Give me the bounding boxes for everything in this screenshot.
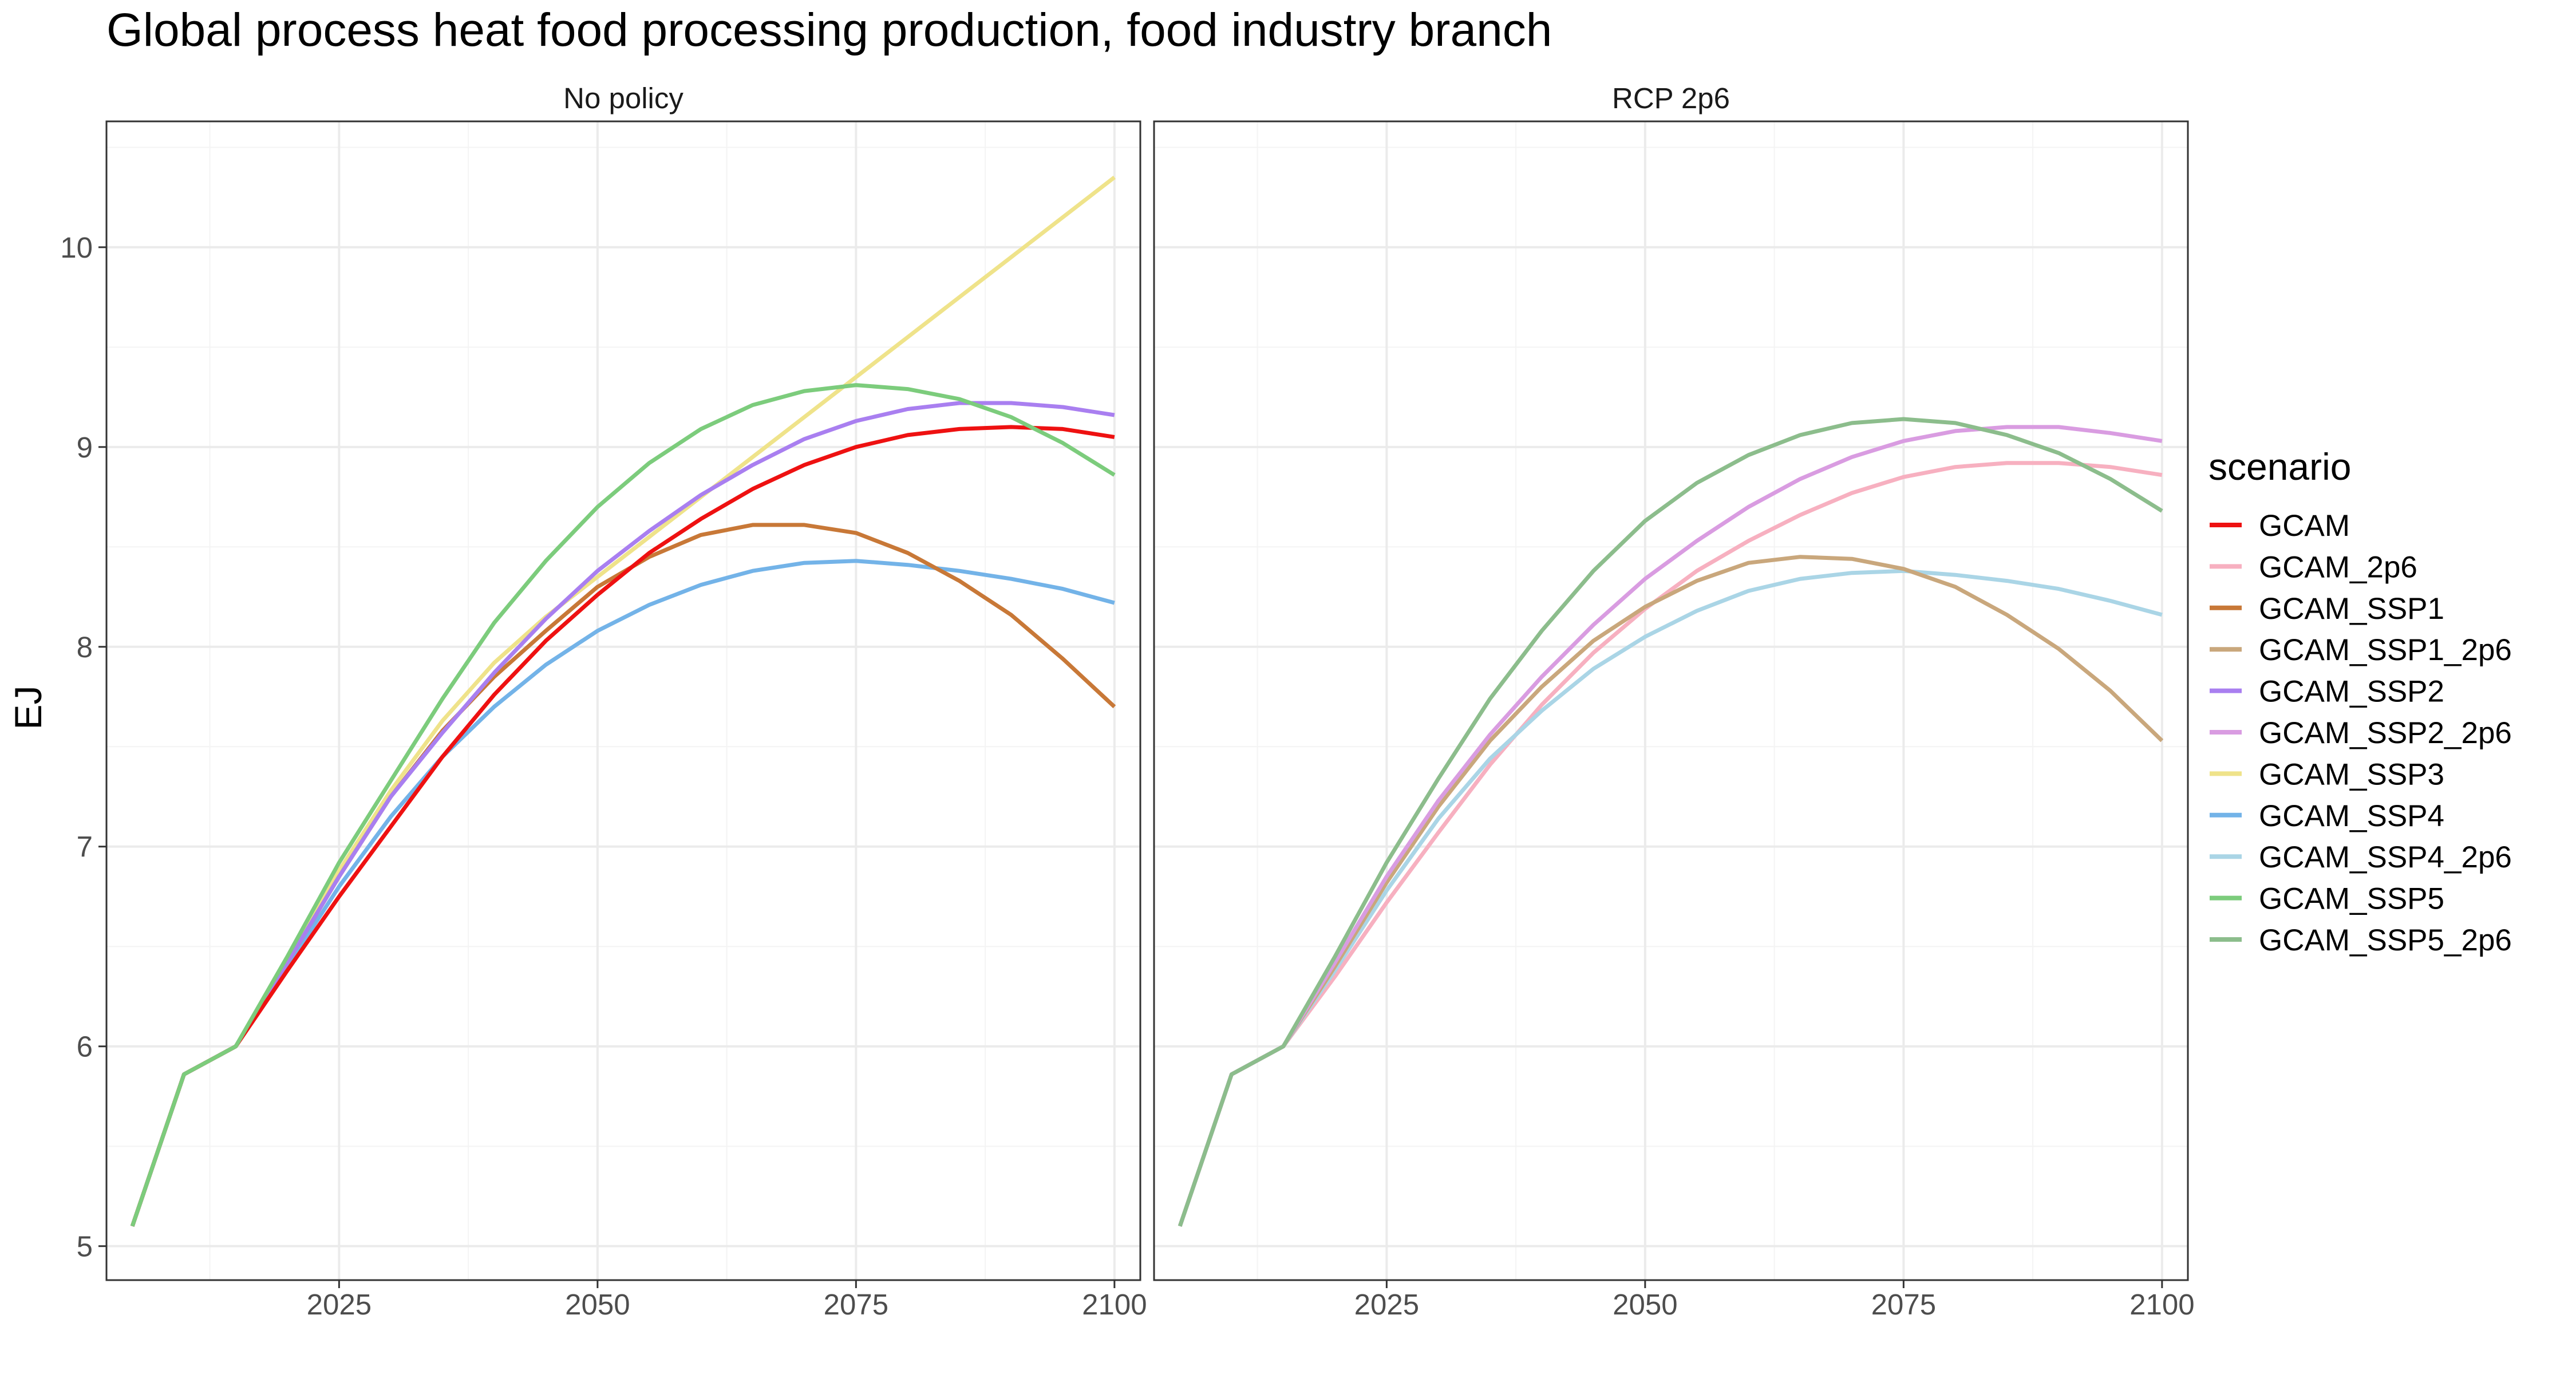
legend-label: GCAM_SSP1_2p6 xyxy=(2259,633,2512,667)
series-line-gcam-ssp3 xyxy=(130,175,1116,1227)
legend-item: GCAM_SSP1 xyxy=(2210,592,2444,626)
legend-label: GCAM_SSP2_2p6 xyxy=(2259,716,2512,750)
series-line-gcam-2p6 xyxy=(1178,461,2163,1227)
series-line-gcam-ssp1 xyxy=(130,523,1116,1227)
y-tick-label: 10 xyxy=(60,231,93,264)
series-line-gcam-ssp2 xyxy=(130,401,1115,1227)
x-tick-label: 2050 xyxy=(1613,1288,1677,1321)
legend-item: GCAM_SSP4 xyxy=(2210,799,2444,833)
legend-label: GCAM_SSP1 xyxy=(2259,592,2444,626)
facet-panels: No policy 2025 2050 2075 2100 5 6 7 8 9 10 RCP 2p6 2… xyxy=(60,82,2194,1321)
legend-label: GCAM_2p6 xyxy=(2259,550,2417,584)
x-tick-label: 2050 xyxy=(565,1288,630,1321)
panel-border xyxy=(105,120,1141,1281)
y-tick-label: 9 xyxy=(77,431,93,464)
legend: scenario GCAM GCAM_2p6 GCAM_SSP1 GCAM_SSP1_… xyxy=(2208,445,2512,957)
panel-1: No policy 2025 2050 2075 2100 5 6 7 8 9 10 xyxy=(60,82,1147,1321)
series-line-gcam-ssp5 xyxy=(130,383,1116,1227)
legend-label: GCAM_SSP2 xyxy=(2259,675,2444,709)
legend-item: GCAM_SSP2 xyxy=(2210,675,2444,709)
series-line-gcam-ssp2-2p6 xyxy=(1178,425,2163,1227)
y-tick-label: 5 xyxy=(77,1230,93,1263)
x-tick-label: 2100 xyxy=(1082,1288,1147,1321)
legend-items: GCAM GCAM_2p6 GCAM_SSP1 GCAM_SSP1_2p6 GCAM_S… xyxy=(2210,509,2512,957)
legend-label: GCAM_SSP5_2p6 xyxy=(2259,923,2512,957)
legend-item: GCAM xyxy=(2210,509,2350,543)
y-axis-title: EJ xyxy=(7,685,49,729)
chart-title: Global process heat food processing prod… xyxy=(106,4,1552,56)
x-tick-label: 2025 xyxy=(1354,1288,1419,1321)
legend-item: GCAM_2p6 xyxy=(2210,550,2417,584)
legend-item: GCAM_SSP5 xyxy=(2210,882,2444,916)
series-line-gcam-ssp4-2p6 xyxy=(1178,568,2163,1227)
legend-label: GCAM_SSP3 xyxy=(2259,757,2444,791)
legend-label: GCAM_SSP4_2p6 xyxy=(2259,840,2512,874)
x-tick-label: 2075 xyxy=(1871,1288,1936,1321)
y-tick-label: 8 xyxy=(77,631,93,664)
x-tick-label: 2025 xyxy=(307,1288,372,1321)
x-tick-label: 2075 xyxy=(824,1288,888,1321)
legend-item: GCAM_SSP4_2p6 xyxy=(2210,840,2512,874)
panel-2: RCP 2p6 2025 2050 2075 2100 xyxy=(1153,82,2195,1321)
facet-label: No policy xyxy=(563,82,683,114)
legend-label: GCAM_SSP5 xyxy=(2259,882,2444,916)
legend-item: GCAM_SSP1_2p6 xyxy=(2210,633,2512,667)
legend-item: GCAM_SSP2_2p6 xyxy=(2210,716,2512,750)
y-tick-label: 7 xyxy=(77,831,93,863)
series-line-gcam-ssp4 xyxy=(130,559,1115,1227)
panel-border xyxy=(1153,120,2189,1281)
legend-title: scenario xyxy=(2208,445,2351,488)
legend-label: GCAM xyxy=(2259,509,2350,543)
facet-label: RCP 2p6 xyxy=(1612,82,1730,114)
series-line-gcam xyxy=(130,425,1115,1227)
series-line-gcam-ssp5-2p6 xyxy=(1178,417,2163,1227)
legend-label: GCAM_SSP4 xyxy=(2259,799,2444,833)
y-tick-label: 6 xyxy=(77,1030,93,1063)
series-line-gcam-ssp1-2p6 xyxy=(1178,555,2164,1227)
legend-item: GCAM_SSP3 xyxy=(2210,757,2444,791)
legend-item: GCAM_SSP5_2p6 xyxy=(2210,923,2512,957)
x-tick-label: 2100 xyxy=(2129,1288,2194,1321)
